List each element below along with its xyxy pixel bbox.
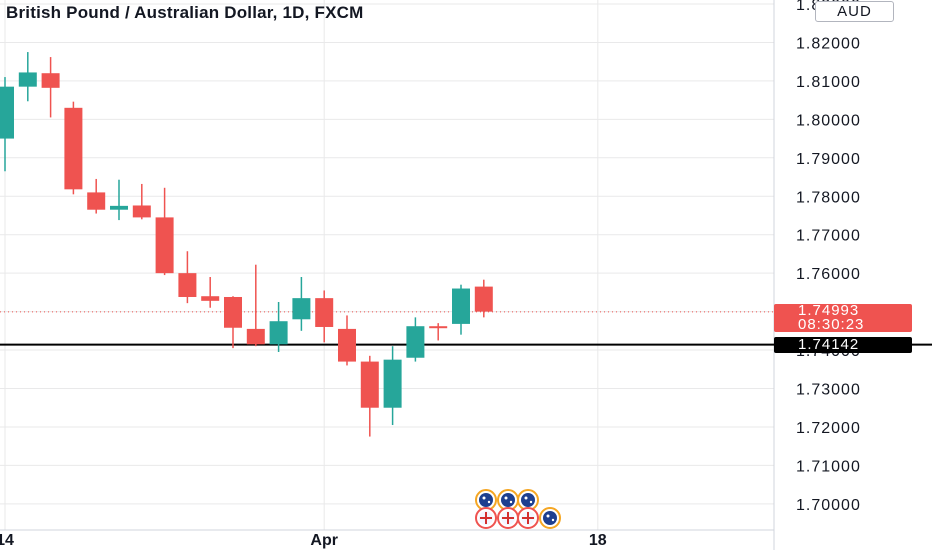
flag-star	[482, 496, 486, 500]
candle	[87, 178, 106, 214]
uk-event-icon[interactable]	[475, 507, 497, 529]
countdown-timer: 08:30:23	[798, 315, 865, 333]
currency-badge[interactable]: AUD	[815, 1, 894, 22]
candle	[155, 187, 174, 276]
price-tick-label: 1.72000	[796, 420, 861, 437]
flag-fill	[543, 511, 557, 525]
candle	[0, 77, 14, 172]
candle	[246, 264, 265, 347]
time-tick-label: 18	[589, 532, 607, 549]
candle-body	[292, 298, 311, 320]
candle	[18, 52, 37, 102]
candle-body	[406, 326, 425, 358]
candle	[406, 317, 425, 362]
candle-body	[132, 205, 151, 218]
flag-star	[504, 496, 508, 500]
candle	[315, 290, 334, 343]
last-price-value: 1.74993	[798, 301, 860, 319]
candle	[429, 323, 448, 341]
flag-star	[509, 500, 513, 504]
candle-body	[0, 86, 14, 139]
candle-body	[383, 359, 402, 408]
candle	[64, 101, 83, 195]
au-event-icon[interactable]	[517, 489, 539, 511]
flag-star	[546, 514, 550, 518]
candle	[110, 179, 128, 221]
candle	[178, 251, 197, 304]
chart-title: British Pound / Australian Dollar, 1D, F…	[6, 3, 364, 22]
price-tick-label: 1.77000	[796, 228, 861, 245]
price-tick-label: 1.80000	[796, 112, 861, 129]
candle-body	[474, 286, 493, 312]
price-tick-label: 1.81000	[796, 74, 861, 91]
candle	[201, 276, 220, 308]
candle-body	[178, 273, 197, 297]
candle-body	[338, 328, 356, 362]
candle-body	[41, 73, 60, 88]
candle-body	[18, 72, 37, 87]
candle-body	[269, 321, 288, 345]
au-event-icon[interactable]	[539, 507, 561, 529]
price-tick-label: 1.73000	[796, 382, 861, 399]
flag-fill	[501, 493, 515, 507]
candle-body	[224, 296, 242, 328]
candle-body	[201, 296, 220, 301]
chart-grid	[0, 0, 775, 550]
candle-body	[110, 205, 128, 210]
time-axis[interactable]: 14 Apr 18	[0, 532, 607, 549]
uk-event-icon[interactable]	[517, 507, 539, 529]
time-tick-label: 14	[0, 532, 14, 549]
candle-body	[315, 298, 334, 327]
flag-star	[529, 500, 533, 504]
candle-body	[429, 326, 448, 329]
flag-star	[524, 496, 528, 500]
candle	[383, 346, 402, 426]
candle-body	[64, 107, 83, 190]
price-tick-label: 1.70000	[796, 497, 861, 514]
price-axis[interactable]: 1.830001.820001.810001.800001.790001.780…	[796, 0, 861, 514]
last-price-tag: 1.74993 08:30:23	[774, 301, 912, 333]
flag-fill	[479, 493, 493, 507]
price-tick-label: 1.71000	[796, 458, 861, 475]
flag-fill	[521, 493, 535, 507]
flag-star	[551, 518, 555, 522]
price-tick-label: 1.78000	[796, 189, 861, 206]
time-tick-label: Apr	[310, 532, 338, 549]
horizontal-line-price-tag[interactable]: 1.74142	[774, 336, 912, 353]
candle	[338, 315, 356, 366]
candle-body	[452, 288, 470, 324]
candle	[474, 279, 493, 318]
price-tick-label: 1.76000	[796, 266, 861, 283]
candle	[41, 57, 60, 118]
candle	[132, 183, 151, 220]
candle	[224, 296, 242, 349]
candle-body	[246, 328, 265, 345]
economic-events[interactable]	[475, 489, 561, 529]
candle	[452, 284, 470, 335]
uk-event-icon[interactable]	[497, 507, 519, 529]
candle	[269, 301, 288, 352]
candle	[360, 355, 379, 437]
candle-body	[360, 361, 379, 408]
flag-star	[487, 500, 491, 504]
candle	[292, 276, 311, 331]
candle-body	[87, 192, 106, 210]
price-tick-label: 1.82000	[796, 35, 861, 52]
price-tick-label: 1.79000	[796, 151, 861, 168]
candle-body	[155, 217, 174, 274]
candles-layer	[0, 52, 493, 437]
